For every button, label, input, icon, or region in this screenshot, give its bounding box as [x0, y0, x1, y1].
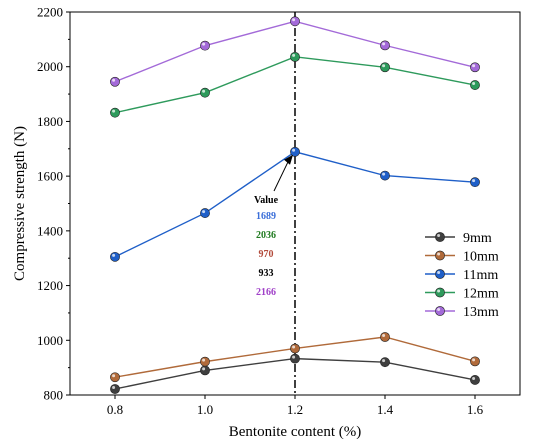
legend-marker-highlight	[437, 271, 441, 274]
x-tick-label: 1.2	[287, 402, 303, 417]
legend-marker-highlight	[437, 252, 441, 256]
data-point	[380, 40, 390, 51]
data-point	[200, 208, 210, 218]
legend-marker	[435, 250, 445, 261]
annotation-title: Value	[254, 195, 279, 206]
data-point	[380, 170, 390, 181]
point-highlight	[472, 358, 476, 362]
y-tick-label: 1200	[37, 278, 63, 293]
data-point	[110, 251, 120, 262]
series-layer	[110, 16, 480, 394]
data-point	[470, 356, 480, 367]
legend-label: 12mm	[463, 287, 499, 302]
data-point	[200, 365, 210, 376]
point-highlight	[382, 359, 386, 363]
point-highlight	[112, 109, 116, 113]
data-point	[290, 343, 300, 354]
annotation-value: 933	[259, 268, 274, 279]
data-point	[380, 332, 390, 342]
point-highlight	[292, 355, 296, 359]
point-highlight	[292, 148, 296, 152]
x-tick-label: 1.0	[197, 402, 213, 417]
annotation-value: 1689	[256, 211, 276, 222]
point-highlight	[202, 42, 206, 46]
data-point	[110, 76, 120, 87]
data-point	[200, 356, 210, 367]
legend-label: 10mm	[463, 250, 499, 265]
legend-marker-highlight	[437, 308, 441, 311]
legend-marker	[435, 306, 445, 316]
point-highlight	[292, 53, 296, 57]
y-tick-label: 2000	[37, 59, 63, 74]
legend-marker	[435, 287, 445, 298]
legend-marker-highlight	[437, 234, 441, 237]
legend: 9mm 10mm 11mm 12mm 13mm	[425, 231, 499, 320]
data-point	[200, 40, 210, 51]
axes: 0.8 1.0 1.2 1.4 1.6 800 1000 1200 1400 1600 1800 20…	[37, 5, 484, 418]
point-highlight	[202, 210, 206, 214]
data-point	[470, 62, 480, 73]
y-tick-label: 800	[44, 388, 64, 403]
y-axis-title: Compressive strength (N)	[12, 126, 28, 281]
x-tick-label: 0.8	[107, 402, 123, 417]
point-highlight	[382, 64, 386, 68]
point-highlight	[472, 376, 476, 380]
legend-label: 13mm	[463, 305, 499, 320]
legend-marker	[435, 232, 445, 242]
point-highlight	[382, 42, 386, 46]
point-highlight	[112, 374, 116, 378]
point-highlight	[382, 334, 386, 338]
point-highlight	[292, 18, 296, 22]
data-point	[290, 51, 300, 62]
legend-marker	[435, 269, 445, 279]
annotation-value: 970	[259, 249, 274, 260]
data-point	[200, 87, 210, 98]
point-highlight	[112, 78, 116, 82]
point-highlight	[112, 253, 116, 257]
data-point	[110, 107, 120, 118]
data-point	[470, 375, 480, 385]
data-point	[110, 372, 120, 383]
point-highlight	[472, 64, 476, 68]
x-axis-title: Bentonite content (%)	[229, 424, 361, 440]
point-highlight	[472, 179, 476, 183]
data-point	[290, 353, 300, 364]
data-point	[290, 16, 300, 27]
y-tick-label: 1600	[37, 169, 63, 184]
data-point	[470, 177, 480, 188]
y-tick-label: 1800	[37, 114, 63, 129]
x-tick-label: 1.4	[377, 402, 394, 417]
data-point	[470, 80, 480, 90]
data-point	[290, 146, 300, 157]
point-highlight	[202, 367, 206, 371]
point-highlight	[202, 89, 206, 93]
x-tick-label: 1.6	[467, 402, 484, 417]
data-point	[380, 357, 390, 368]
point-highlight	[382, 172, 386, 176]
point-highlight	[202, 358, 206, 362]
annotation-value: 2036	[256, 230, 276, 241]
annotation-arrow	[273, 159, 290, 192]
annotation: Value 1689 2036 970 933 2166	[254, 154, 293, 298]
y-tick-label: 1400	[37, 223, 63, 238]
legend-marker-highlight	[437, 289, 441, 293]
legend-label: 9mm	[463, 231, 492, 246]
point-highlight	[112, 385, 116, 389]
legend-label: 11mm	[463, 268, 498, 283]
y-tick-label: 1000	[37, 333, 63, 348]
point-highlight	[292, 345, 296, 349]
annotation-arrowhead	[284, 154, 293, 165]
data-point	[380, 62, 390, 73]
point-highlight	[472, 82, 476, 86]
y-tick-label: 2200	[37, 5, 63, 20]
data-point	[110, 384, 120, 394]
annotation-value: 2166	[256, 287, 276, 298]
